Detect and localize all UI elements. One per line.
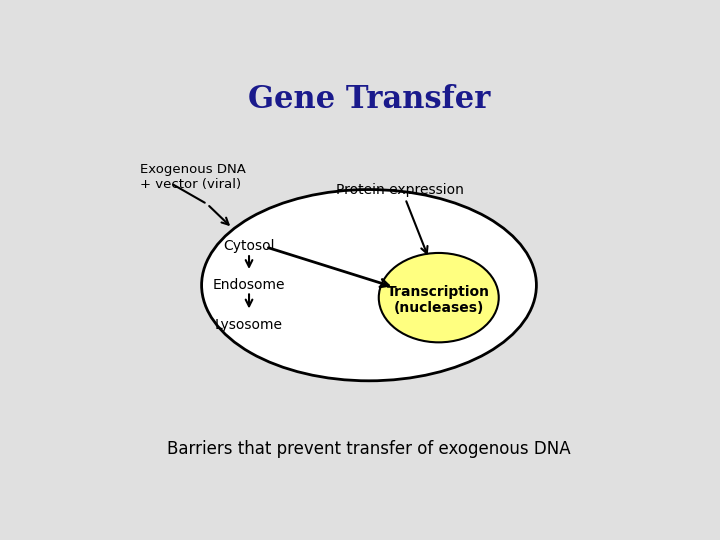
Text: Barriers that prevent transfer of exogenous DNA: Barriers that prevent transfer of exogen… bbox=[167, 441, 571, 458]
Ellipse shape bbox=[379, 253, 499, 342]
Text: Endosome: Endosome bbox=[213, 278, 285, 292]
Text: Lysosome: Lysosome bbox=[215, 318, 283, 332]
Text: Exogenous DNA
+ vector (viral): Exogenous DNA + vector (viral) bbox=[140, 163, 246, 191]
Ellipse shape bbox=[202, 190, 536, 381]
Text: Protein expression: Protein expression bbox=[336, 183, 464, 197]
Text: Transcription
(nucleases): Transcription (nucleases) bbox=[387, 285, 490, 315]
Text: Cytosol: Cytosol bbox=[223, 239, 275, 253]
Text: Gene Transfer: Gene Transfer bbox=[248, 84, 490, 114]
